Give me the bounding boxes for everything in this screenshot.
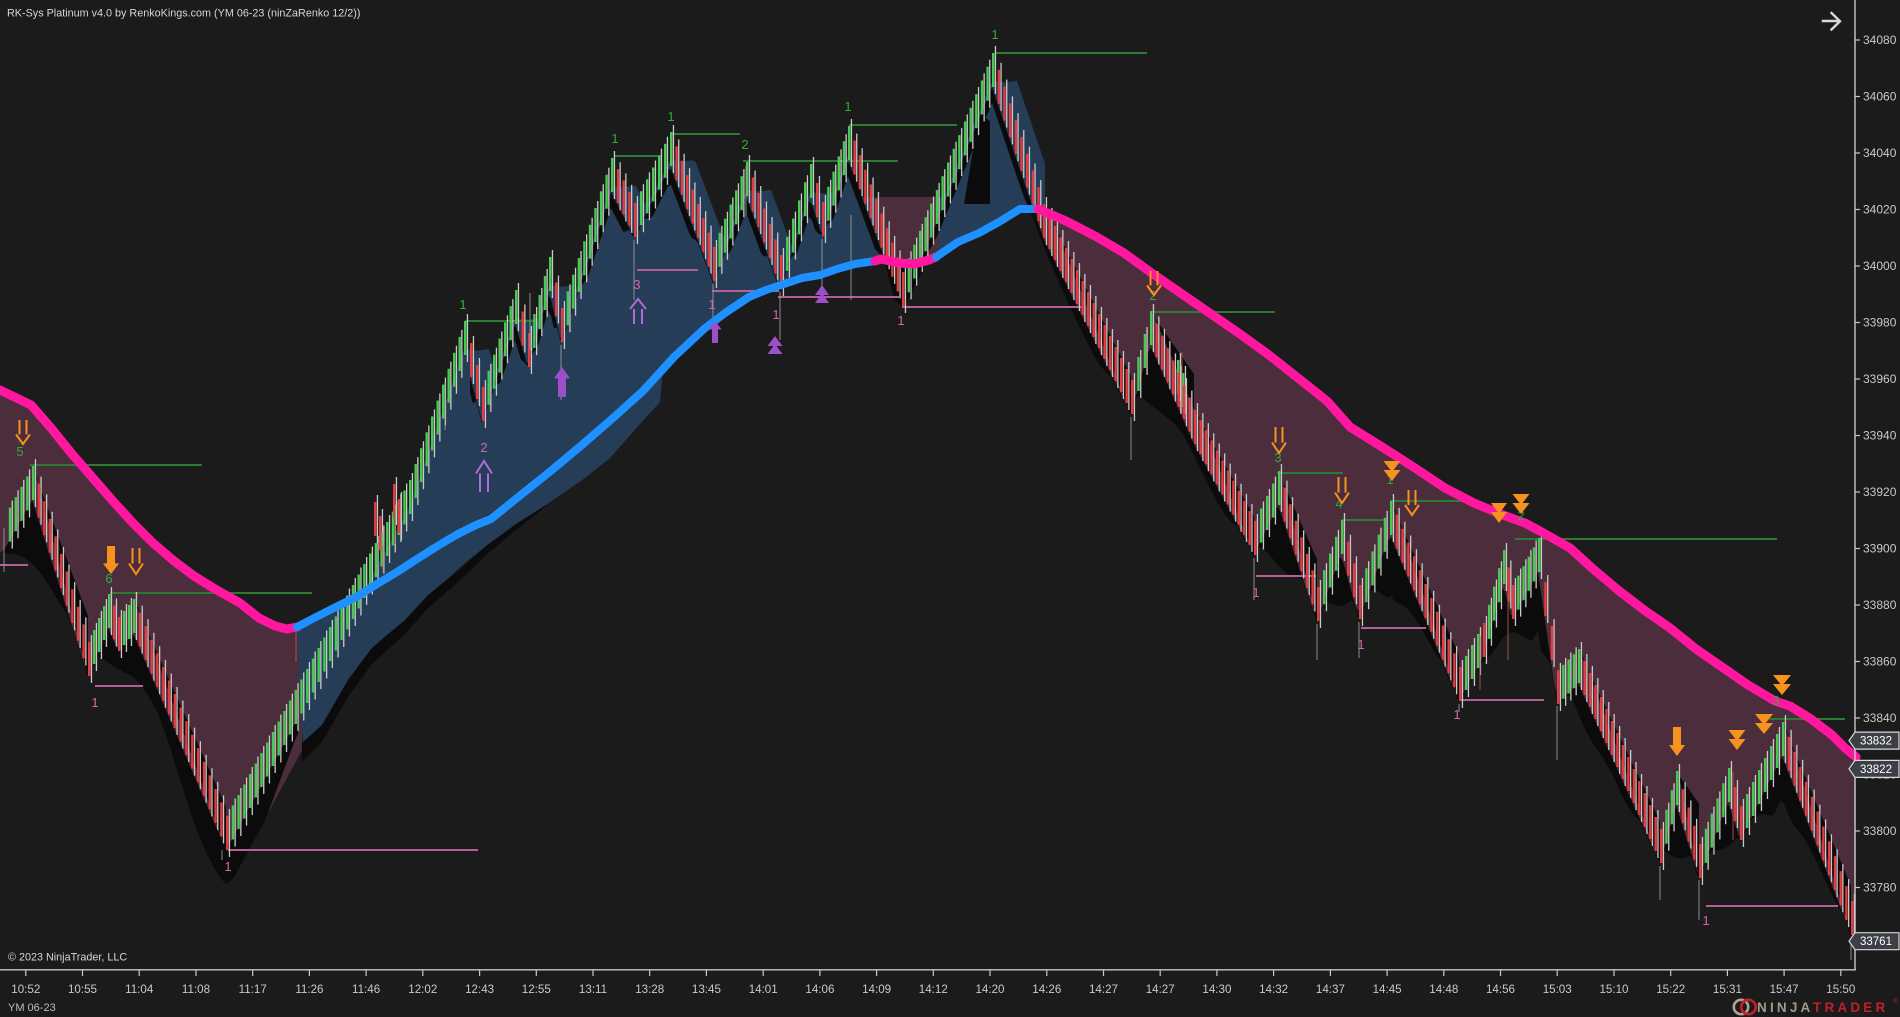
svg-text:33980: 33980 bbox=[1863, 316, 1897, 330]
svg-text:1: 1 bbox=[991, 27, 998, 42]
svg-text:14:30: 14:30 bbox=[1202, 983, 1231, 996]
svg-text:34000: 34000 bbox=[1863, 259, 1897, 273]
svg-text:14:48: 14:48 bbox=[1429, 983, 1458, 996]
svg-text:1: 1 bbox=[1252, 585, 1259, 600]
svg-text:13:28: 13:28 bbox=[635, 983, 664, 996]
svg-text:15:31: 15:31 bbox=[1713, 983, 1742, 996]
svg-text:33822: 33822 bbox=[1860, 764, 1892, 776]
svg-text:6: 6 bbox=[105, 571, 112, 586]
svg-text:13:45: 13:45 bbox=[692, 983, 721, 996]
svg-text:14:12: 14:12 bbox=[919, 983, 948, 996]
svg-text:33920: 33920 bbox=[1863, 485, 1897, 499]
svg-text:34060: 34060 bbox=[1863, 90, 1897, 104]
svg-text:5: 5 bbox=[16, 444, 23, 459]
svg-text:14:01: 14:01 bbox=[749, 983, 778, 996]
svg-text:3: 3 bbox=[1274, 450, 1281, 465]
svg-text:11:46: 11:46 bbox=[352, 983, 380, 996]
svg-text:15:47: 15:47 bbox=[1770, 983, 1799, 996]
svg-text:15:22: 15:22 bbox=[1656, 983, 1685, 996]
svg-text:1: 1 bbox=[1453, 707, 1460, 722]
svg-text:33761: 33761 bbox=[1860, 936, 1892, 948]
svg-text:11:08: 11:08 bbox=[182, 983, 210, 996]
svg-text:34040: 34040 bbox=[1863, 146, 1897, 160]
svg-text:3: 3 bbox=[633, 277, 640, 292]
svg-text:10:52: 10:52 bbox=[11, 983, 40, 996]
svg-text:1: 1 bbox=[91, 695, 98, 710]
svg-text:YM 06-23: YM 06-23 bbox=[8, 1002, 56, 1014]
svg-text:15:50: 15:50 bbox=[1826, 983, 1855, 996]
svg-text:1: 1 bbox=[611, 131, 618, 146]
svg-text:15:10: 15:10 bbox=[1599, 983, 1628, 996]
svg-text:12:55: 12:55 bbox=[522, 983, 551, 996]
svg-text:2: 2 bbox=[741, 137, 748, 152]
svg-text:34020: 34020 bbox=[1863, 203, 1897, 217]
svg-text:33840: 33840 bbox=[1863, 711, 1897, 725]
svg-text:33880: 33880 bbox=[1863, 598, 1897, 612]
svg-text:11:04: 11:04 bbox=[125, 983, 154, 996]
svg-text:1: 1 bbox=[459, 297, 466, 312]
svg-text:14:27: 14:27 bbox=[1089, 983, 1118, 996]
svg-text:33800: 33800 bbox=[1863, 824, 1897, 838]
svg-text:34080: 34080 bbox=[1863, 33, 1897, 47]
svg-text:33960: 33960 bbox=[1863, 372, 1897, 386]
svg-text:11:17: 11:17 bbox=[239, 983, 267, 996]
svg-text:RK-Sys Platinum v4.0 by RenkoK: RK-Sys Platinum v4.0 by RenkoKings.com (… bbox=[7, 8, 360, 20]
svg-text:1: 1 bbox=[772, 307, 779, 322]
svg-text:1: 1 bbox=[708, 297, 715, 312]
svg-text:33900: 33900 bbox=[1863, 542, 1897, 556]
svg-text:1: 1 bbox=[897, 313, 904, 328]
svg-text:1: 1 bbox=[1357, 637, 1364, 652]
svg-text:1: 1 bbox=[1702, 913, 1709, 928]
svg-text:33780: 33780 bbox=[1863, 881, 1897, 895]
svg-text:14:56: 14:56 bbox=[1486, 983, 1515, 996]
svg-text:4: 4 bbox=[1335, 496, 1342, 511]
svg-text:1: 1 bbox=[224, 859, 231, 874]
svg-text:14:20: 14:20 bbox=[975, 983, 1004, 996]
svg-text:1: 1 bbox=[667, 109, 674, 124]
svg-text:3: 3 bbox=[1772, 693, 1779, 708]
svg-text:12:02: 12:02 bbox=[408, 983, 437, 996]
svg-text:14:45: 14:45 bbox=[1373, 983, 1402, 996]
svg-text:1: 1 bbox=[1386, 472, 1393, 487]
svg-text:© 2023 NinjaTrader, LLC: © 2023 NinjaTrader, LLC bbox=[8, 952, 127, 964]
svg-text:2: 2 bbox=[480, 440, 487, 455]
svg-text:10:55: 10:55 bbox=[68, 983, 97, 996]
svg-text:11:26: 11:26 bbox=[295, 983, 323, 996]
svg-text:13:11: 13:11 bbox=[579, 983, 607, 996]
svg-text:2: 2 bbox=[1517, 508, 1524, 523]
svg-text:12:43: 12:43 bbox=[465, 983, 494, 996]
svg-text:33940: 33940 bbox=[1863, 429, 1897, 443]
svg-text:14:06: 14:06 bbox=[805, 983, 834, 996]
svg-text:15:03: 15:03 bbox=[1543, 983, 1572, 996]
svg-text:2: 2 bbox=[1149, 288, 1156, 303]
svg-text:33860: 33860 bbox=[1863, 655, 1897, 669]
svg-text:14:32: 14:32 bbox=[1259, 983, 1288, 996]
svg-text:14:26: 14:26 bbox=[1032, 983, 1061, 996]
svg-text:14:37: 14:37 bbox=[1316, 983, 1345, 996]
svg-text:14:27: 14:27 bbox=[1146, 983, 1175, 996]
svg-text:TRADER: TRADER bbox=[1813, 1000, 1888, 1015]
svg-text:33832: 33832 bbox=[1860, 736, 1892, 748]
svg-text:14:09: 14:09 bbox=[862, 983, 891, 996]
svg-text:®: ® bbox=[1893, 998, 1898, 1005]
svg-text:NINJA: NINJA bbox=[1757, 1000, 1814, 1015]
svg-text:1: 1 bbox=[844, 99, 851, 114]
